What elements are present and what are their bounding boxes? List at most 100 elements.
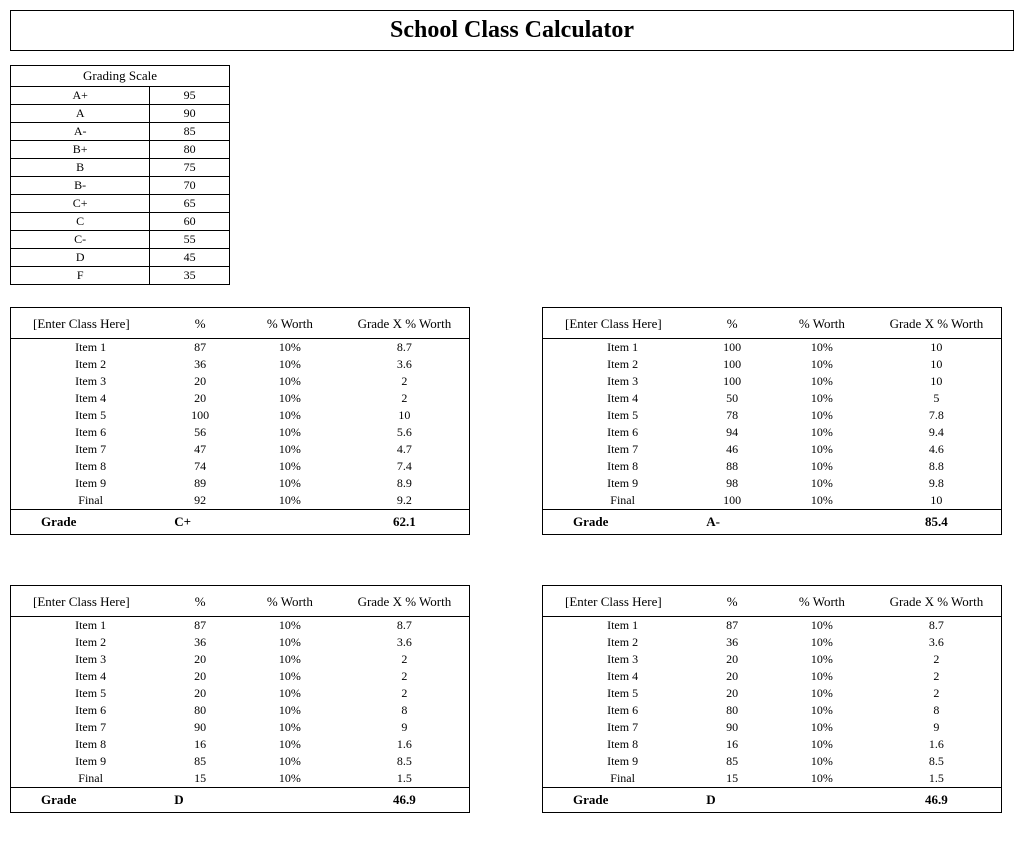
cell-worth: 10% xyxy=(240,685,340,702)
cell-gxw: 10 xyxy=(872,356,1002,373)
grade-spacer xyxy=(772,510,872,535)
cell-worth: 10% xyxy=(772,407,872,424)
cell-worth: 10% xyxy=(772,702,872,719)
cell-pct: 50 xyxy=(692,390,772,407)
cell-gxw: 2 xyxy=(872,685,1002,702)
cell-gxw: 8.8 xyxy=(872,458,1002,475)
class-header-pct: % xyxy=(160,308,240,339)
table-row: Item 65610%5.6 xyxy=(11,424,470,441)
grade-letter: C- xyxy=(11,231,150,249)
cell-worth: 10% xyxy=(240,458,340,475)
cell-item: Item 2 xyxy=(11,356,161,373)
cell-worth: 10% xyxy=(772,736,872,753)
grade-letter-result: A- xyxy=(692,510,772,535)
cell-gxw: 10 xyxy=(872,492,1002,510)
cell-item: Item 8 xyxy=(543,736,693,753)
cell-pct: 36 xyxy=(160,356,240,373)
grading-scale-row: B75 xyxy=(11,159,230,177)
cell-pct: 46 xyxy=(692,441,772,458)
grading-scale-row: C-55 xyxy=(11,231,230,249)
table-row: Item 18710%8.7 xyxy=(11,617,470,635)
cell-item: Item 5 xyxy=(11,685,161,702)
cell-gxw: 4.7 xyxy=(340,441,470,458)
cell-item: Item 1 xyxy=(11,617,161,635)
grading-scale-row: B-70 xyxy=(11,177,230,195)
grade-score: 60 xyxy=(150,213,230,231)
class-header-worth: % Worth xyxy=(240,586,340,617)
grade-label: Grade xyxy=(543,510,693,535)
table-row: Item 98510%8.5 xyxy=(11,753,470,770)
grade-letter: B+ xyxy=(11,141,150,159)
cell-item: Item 9 xyxy=(11,475,161,492)
cell-gxw: 3.6 xyxy=(872,634,1002,651)
cell-gxw: 2 xyxy=(872,651,1002,668)
cell-pct: 92 xyxy=(160,492,240,510)
cell-gxw: 9 xyxy=(340,719,470,736)
table-row: Item 23610%3.6 xyxy=(543,634,1002,651)
cell-gxw: 7.4 xyxy=(340,458,470,475)
class-table: [Enter Class Here]%% WorthGrade X % Wort… xyxy=(542,585,1002,813)
grade-score: 75 xyxy=(150,159,230,177)
cell-gxw: 8 xyxy=(872,702,1002,719)
cell-worth: 10% xyxy=(240,390,340,407)
cell-gxw: 2 xyxy=(340,685,470,702)
cell-gxw: 10 xyxy=(340,407,470,424)
cell-item: Item 1 xyxy=(543,339,693,357)
cell-item: Item 3 xyxy=(11,651,161,668)
table-row: Item 42010%2 xyxy=(543,668,1002,685)
cell-worth: 10% xyxy=(772,617,872,635)
cell-pct: 16 xyxy=(692,736,772,753)
cell-pct: 20 xyxy=(160,373,240,390)
cell-gxw: 8.9 xyxy=(340,475,470,492)
cell-worth: 10% xyxy=(772,458,872,475)
grade-letter-result: D xyxy=(160,788,240,813)
cell-gxw: 5.6 xyxy=(340,424,470,441)
grade-spacer xyxy=(240,510,340,535)
class-header-gxw: Grade X % Worth xyxy=(340,586,470,617)
cell-item: Item 4 xyxy=(11,668,161,685)
cell-pct: 56 xyxy=(160,424,240,441)
cell-pct: 94 xyxy=(692,424,772,441)
cell-pct: 15 xyxy=(692,770,772,788)
cell-item: Item 2 xyxy=(543,356,693,373)
cell-pct: 80 xyxy=(160,702,240,719)
cell-gxw: 5 xyxy=(872,390,1002,407)
cell-item: Item 9 xyxy=(11,753,161,770)
cell-gxw: 10 xyxy=(872,339,1002,357)
table-row: Item 18710%8.7 xyxy=(543,617,1002,635)
cell-worth: 10% xyxy=(240,356,340,373)
grade-letter: D xyxy=(11,249,150,267)
cell-item: Item 7 xyxy=(543,441,693,458)
grading-scale-row: D45 xyxy=(11,249,230,267)
cell-worth: 10% xyxy=(240,702,340,719)
cell-item: Final xyxy=(543,492,693,510)
grade-letter: F xyxy=(11,267,150,285)
cell-gxw: 9.2 xyxy=(340,492,470,510)
table-row: Item 68010%8 xyxy=(543,702,1002,719)
grading-scale-row: B+80 xyxy=(11,141,230,159)
table-row: Item 210010%10 xyxy=(543,356,1002,373)
grading-scale-header: Grading Scale xyxy=(11,66,230,87)
cell-worth: 10% xyxy=(772,668,872,685)
cell-gxw: 9.4 xyxy=(872,424,1002,441)
cell-pct: 85 xyxy=(160,753,240,770)
grade-score: 65 xyxy=(150,195,230,213)
cell-item: Item 5 xyxy=(11,407,161,424)
table-row: Item 98910%8.9 xyxy=(11,475,470,492)
grade-letter: C+ xyxy=(11,195,150,213)
table-row: Item 87410%7.4 xyxy=(11,458,470,475)
grade-letter: A+ xyxy=(11,87,150,105)
table-row: Item 68010%8 xyxy=(11,702,470,719)
cell-worth: 10% xyxy=(240,719,340,736)
cell-worth: 10% xyxy=(240,668,340,685)
table-row: Item 18710%8.7 xyxy=(11,339,470,357)
cell-pct: 100 xyxy=(160,407,240,424)
grade-score: 95 xyxy=(150,87,230,105)
cell-worth: 10% xyxy=(772,651,872,668)
cell-pct: 78 xyxy=(692,407,772,424)
cell-item: Item 7 xyxy=(543,719,693,736)
grade-letter: C xyxy=(11,213,150,231)
grading-scale-row: C60 xyxy=(11,213,230,231)
table-row: Final10010%10 xyxy=(543,492,1002,510)
grade-score: 55 xyxy=(150,231,230,249)
